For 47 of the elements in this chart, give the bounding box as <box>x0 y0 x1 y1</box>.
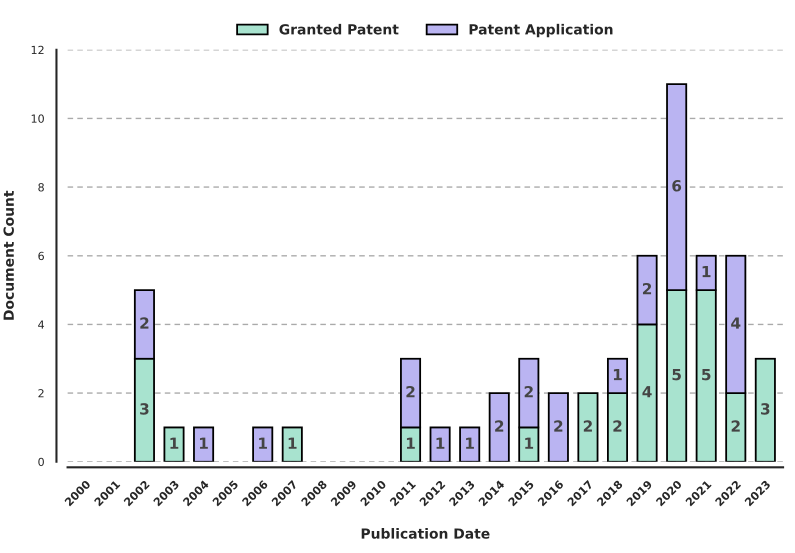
data-label: 4 <box>642 386 652 398</box>
data-label: 2 <box>732 420 740 432</box>
data-label: 2 <box>584 420 592 432</box>
data-label: 2 <box>613 420 622 432</box>
data-label: 4 <box>731 318 740 329</box>
data-label: 3 <box>761 403 770 415</box>
x-axis-title: Publication Date <box>362 528 490 539</box>
legend-label: Patent Application <box>470 24 612 38</box>
bar <box>430 426 451 462</box>
bar <box>754 358 776 462</box>
data-label: 1 <box>170 438 178 449</box>
data-label: 5 <box>702 369 710 380</box>
data-label: 1 <box>406 438 415 449</box>
bar <box>459 426 480 462</box>
data-label: 2 <box>406 386 415 398</box>
data-label: 1 <box>466 438 474 449</box>
y-tick-label: 8 <box>38 183 44 192</box>
y-tick-label: 6 <box>38 252 44 260</box>
bar <box>548 392 569 462</box>
bar <box>488 392 510 462</box>
y-tick-label: 12 <box>32 46 44 54</box>
bar <box>282 426 303 462</box>
bar <box>252 426 274 462</box>
data-label: 1 <box>288 438 297 449</box>
data-label: 6 <box>672 180 682 192</box>
data-label: 1 <box>200 438 208 449</box>
data-label: 2 <box>140 317 148 329</box>
bar <box>577 392 598 462</box>
data-label: 2 <box>495 420 504 432</box>
data-label: 1 <box>702 266 710 278</box>
y-axis-title: Document Count <box>3 190 14 320</box>
data-label: 1 <box>614 369 622 380</box>
data-label: 3 <box>140 403 149 415</box>
bar <box>193 426 214 462</box>
legend-label: Granted Patent <box>279 24 399 35</box>
data-label: 1 <box>436 438 444 449</box>
y-tick-label: 2 <box>38 389 44 398</box>
data-label: 1 <box>525 438 534 449</box>
data-label: 2 <box>524 386 533 398</box>
data-label: 2 <box>642 282 652 294</box>
y-tick-label: 10 <box>32 114 44 123</box>
bar <box>164 426 185 462</box>
y-tick-label: 4 <box>38 320 44 329</box>
data-label: 1 <box>259 438 267 449</box>
y-tick-label: 0 <box>38 458 44 466</box>
data-label: 5 <box>672 369 681 380</box>
data-label: 2 <box>554 420 562 432</box>
